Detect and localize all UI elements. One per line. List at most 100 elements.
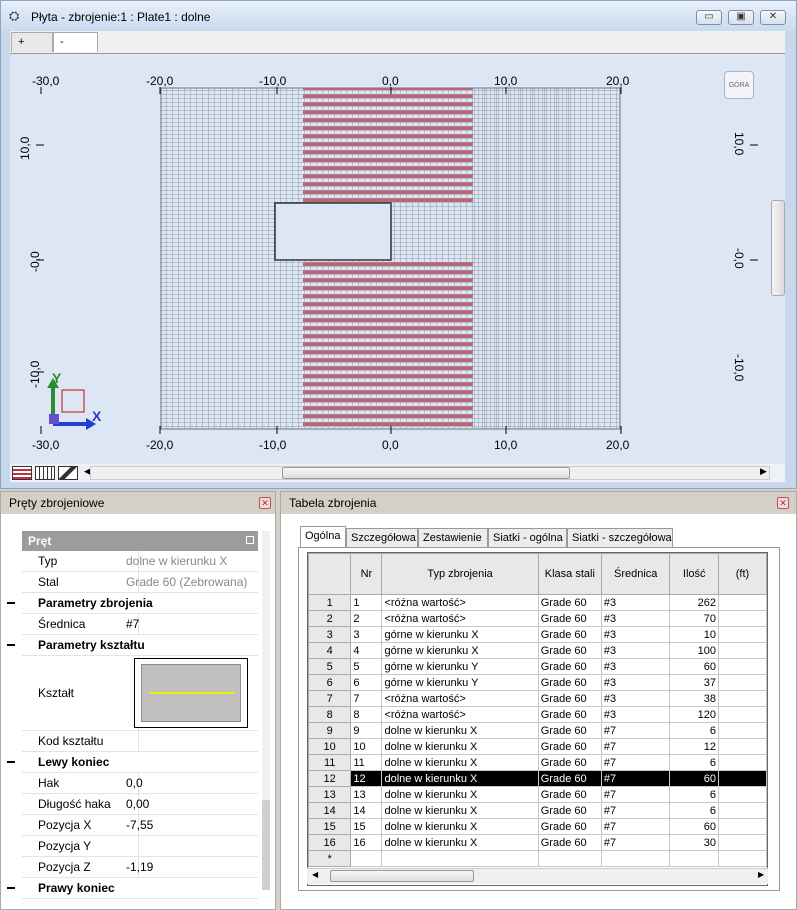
row-header[interactable]: 12 bbox=[308, 770, 352, 787]
tab-minus[interactable]: - bbox=[53, 32, 98, 52]
table-cell[interactable]: 5 bbox=[350, 658, 383, 675]
tab-zestawienie[interactable]: Zestawienie bbox=[418, 528, 488, 548]
table-cell[interactable]: 6 bbox=[350, 674, 383, 691]
table-cell[interactable] bbox=[717, 802, 767, 819]
row-header[interactable]: 2 bbox=[308, 610, 352, 627]
mesh-view-icon[interactable] bbox=[35, 466, 55, 480]
table-cell[interactable]: 60 bbox=[669, 818, 719, 835]
row-header[interactable]: 9 bbox=[308, 722, 352, 739]
table-cell[interactable]: Grade 60 bbox=[537, 802, 602, 819]
table-cell[interactable] bbox=[717, 834, 767, 851]
table-cell[interactable] bbox=[717, 706, 767, 723]
table-cell[interactable]: <różna wartość> bbox=[381, 610, 539, 627]
table-cell[interactable] bbox=[717, 722, 767, 739]
rebar-view-icon[interactable] bbox=[12, 466, 32, 480]
collapse-icon[interactable] bbox=[246, 536, 254, 544]
table-cell[interactable] bbox=[669, 850, 719, 867]
column-header[interactable]: Klasa stali bbox=[537, 553, 602, 595]
collapse-minus-icon[interactable] bbox=[7, 887, 15, 889]
table-cell[interactable] bbox=[600, 850, 671, 867]
table-cell[interactable] bbox=[717, 850, 767, 867]
table-cell[interactable]: 6 bbox=[669, 786, 719, 803]
scroll-right-icon[interactable]: ▶ bbox=[760, 466, 767, 476]
table-cell[interactable]: #3 bbox=[600, 658, 671, 675]
table-cell[interactable]: 6 bbox=[669, 802, 719, 819]
table-cell[interactable]: 60 bbox=[669, 770, 719, 787]
table-row[interactable]: 3 3 górne w kierunku X Grade 60 #3 10 bbox=[308, 626, 767, 643]
column-header[interactable]: Ilość bbox=[669, 553, 719, 595]
table-cell[interactable]: dolne w kierunku X bbox=[381, 786, 539, 803]
table-row[interactable]: 11 11 dolne w kierunku X Grade 60 #7 6 bbox=[308, 754, 767, 771]
table-cell[interactable]: 16 bbox=[350, 834, 383, 851]
property-row[interactable]: Pozycja X -7,55 bbox=[22, 815, 258, 836]
table-cell[interactable]: Grade 60 bbox=[537, 626, 602, 643]
table-cell[interactable]: górne w kierunku X bbox=[381, 642, 539, 659]
table-cell[interactable]: 7 bbox=[350, 690, 383, 707]
table-cell[interactable]: #7 bbox=[600, 754, 671, 771]
table-cell[interactable]: <różna wartość> bbox=[381, 594, 539, 611]
table-cell[interactable]: 37 bbox=[669, 674, 719, 691]
table-cell[interactable]: górne w kierunku X bbox=[381, 626, 539, 643]
property-row[interactable]: Kod kształtu bbox=[22, 731, 258, 752]
table-cell[interactable]: dolne w kierunku X bbox=[381, 754, 539, 771]
column-header[interactable]: Średnica bbox=[600, 553, 671, 595]
table-cell[interactable]: #7 bbox=[600, 802, 671, 819]
table-cell[interactable]: 6 bbox=[669, 754, 719, 771]
tab-ogolna[interactable]: Ogólna bbox=[300, 526, 346, 548]
scroll-right-icon[interactable]: ▶ bbox=[758, 870, 765, 879]
table-cell[interactable]: 38 bbox=[669, 690, 719, 707]
table-cell[interactable]: #7 bbox=[600, 722, 671, 739]
table-cell[interactable]: #3 bbox=[600, 610, 671, 627]
table-cell[interactable]: 14 bbox=[350, 802, 383, 819]
table-cell[interactable]: dolne w kierunku X bbox=[381, 722, 539, 739]
table-cell[interactable]: Grade 60 bbox=[537, 594, 602, 611]
row-header[interactable]: 10 bbox=[308, 738, 352, 755]
table-cell[interactable] bbox=[717, 770, 767, 787]
table-cell[interactable]: 70 bbox=[669, 610, 719, 627]
row-header[interactable]: 4 bbox=[308, 642, 352, 659]
table-cell[interactable]: 9 bbox=[350, 722, 383, 739]
property-scrollbar[interactable] bbox=[262, 531, 270, 890]
property-row[interactable]: Typ dolne w kierunku X bbox=[22, 551, 258, 572]
tab-siatki-ogolna[interactable]: Siatki - ogólna bbox=[488, 528, 567, 548]
table-cell[interactable]: #3 bbox=[600, 690, 671, 707]
row-header[interactable]: 3 bbox=[308, 626, 352, 643]
table-cell[interactable]: 262 bbox=[669, 594, 719, 611]
table-cell[interactable] bbox=[717, 658, 767, 675]
new-row[interactable]: * bbox=[308, 850, 767, 867]
row-header[interactable]: 11 bbox=[308, 754, 352, 771]
scroll-left-icon[interactable]: ◀ bbox=[84, 466, 91, 476]
table-cell[interactable]: Grade 60 bbox=[537, 610, 602, 627]
tab-siatki-szczegolowa[interactable]: Siatki - szczegółowa bbox=[567, 528, 673, 548]
table-cell[interactable]: 6 bbox=[669, 722, 719, 739]
shape-preview[interactable] bbox=[134, 658, 248, 728]
table-cell[interactable]: Grade 60 bbox=[537, 690, 602, 707]
table-cell[interactable] bbox=[381, 850, 539, 867]
table-cell[interactable]: #3 bbox=[600, 642, 671, 659]
row-header[interactable]: 16 bbox=[308, 834, 352, 851]
table-cell[interactable]: Grade 60 bbox=[537, 722, 602, 739]
table-cell[interactable]: Grade 60 bbox=[537, 706, 602, 723]
column-header[interactable]: Nr bbox=[350, 553, 383, 595]
table-cell[interactable]: #3 bbox=[600, 706, 671, 723]
row-header[interactable]: 6 bbox=[308, 674, 352, 691]
property-scrollbar-thumb[interactable] bbox=[262, 800, 270, 890]
table-cell[interactable] bbox=[717, 818, 767, 835]
table-cell[interactable]: 4 bbox=[350, 642, 383, 659]
table-row[interactable]: 2 2 <różna wartość> Grade 60 #3 70 bbox=[308, 610, 767, 627]
table-cell[interactable]: 30 bbox=[669, 834, 719, 851]
restore-button[interactable]: ▣ bbox=[728, 10, 754, 25]
table-cell[interactable] bbox=[717, 690, 767, 707]
table-cell[interactable]: Grade 60 bbox=[537, 834, 602, 851]
table-row[interactable]: 14 14 dolne w kierunku X Grade 60 #7 6 bbox=[308, 802, 767, 819]
table-cell[interactable]: dolne w kierunku X bbox=[381, 770, 539, 787]
row-header[interactable]: 7 bbox=[308, 690, 352, 707]
table-cell[interactable]: Grade 60 bbox=[537, 786, 602, 803]
table-cell[interactable]: #7 bbox=[600, 786, 671, 803]
table-cell[interactable] bbox=[717, 642, 767, 659]
property-value[interactable]: 0,0 bbox=[126, 776, 143, 790]
property-value[interactable]: #7 bbox=[126, 617, 140, 631]
minimize-button[interactable]: ▭ bbox=[696, 10, 722, 25]
table-cell[interactable]: 60 bbox=[669, 658, 719, 675]
table-cell[interactable]: 120 bbox=[669, 706, 719, 723]
